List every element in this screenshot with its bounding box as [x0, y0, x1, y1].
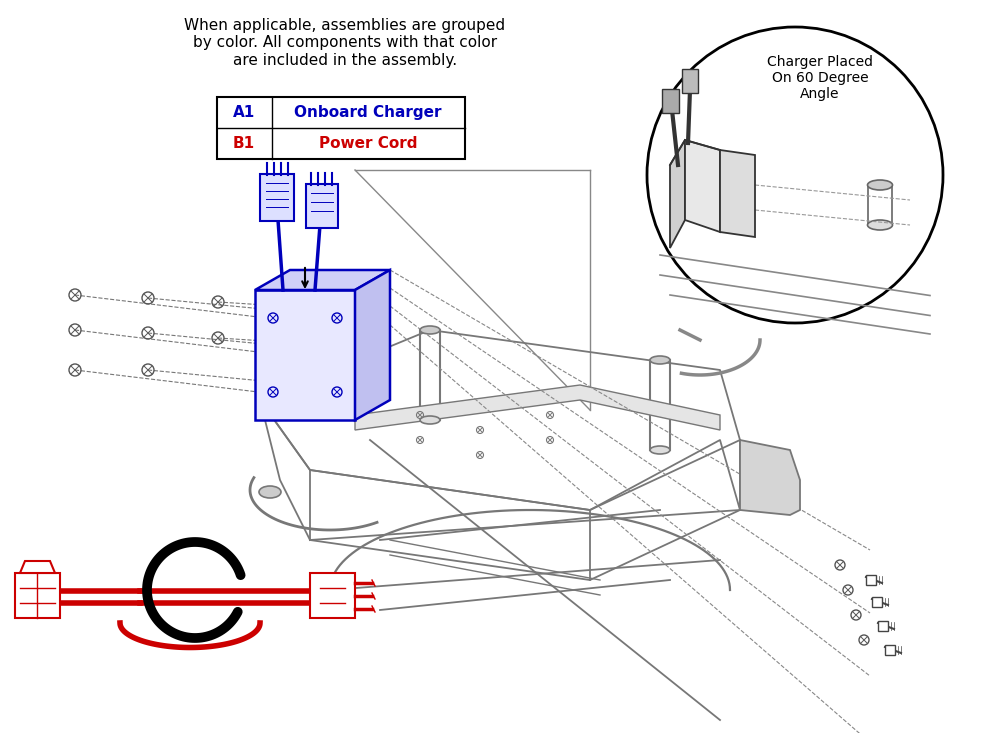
Polygon shape	[255, 270, 390, 290]
Polygon shape	[885, 645, 895, 655]
Text: Onboard Charger: Onboard Charger	[294, 105, 442, 120]
Polygon shape	[355, 385, 720, 430]
Text: Power Cord: Power Cord	[319, 136, 417, 151]
Text: B1: B1	[233, 136, 255, 151]
Ellipse shape	[868, 220, 893, 230]
Text: When applicable, assemblies are grouped
by color. All components with that color: When applicable, assemblies are grouped …	[184, 18, 506, 67]
Ellipse shape	[868, 180, 893, 190]
Polygon shape	[878, 621, 888, 631]
Ellipse shape	[420, 326, 440, 334]
Polygon shape	[872, 597, 882, 607]
Ellipse shape	[259, 486, 281, 498]
Polygon shape	[685, 140, 720, 232]
Text: Charger Placed
On 60 Degree
Angle: Charger Placed On 60 Degree Angle	[767, 55, 873, 101]
Polygon shape	[255, 290, 355, 420]
Ellipse shape	[650, 446, 670, 454]
Polygon shape	[310, 573, 355, 618]
FancyBboxPatch shape	[260, 174, 294, 221]
FancyBboxPatch shape	[217, 97, 465, 159]
Polygon shape	[20, 561, 55, 573]
Polygon shape	[15, 573, 60, 618]
Ellipse shape	[420, 416, 440, 424]
Polygon shape	[355, 270, 390, 420]
FancyBboxPatch shape	[662, 89, 679, 113]
Text: A1: A1	[233, 105, 255, 120]
FancyBboxPatch shape	[306, 184, 338, 228]
Polygon shape	[740, 440, 800, 515]
Polygon shape	[670, 140, 685, 248]
FancyBboxPatch shape	[682, 69, 698, 93]
Polygon shape	[720, 150, 755, 237]
Polygon shape	[866, 575, 876, 585]
Ellipse shape	[650, 356, 670, 364]
